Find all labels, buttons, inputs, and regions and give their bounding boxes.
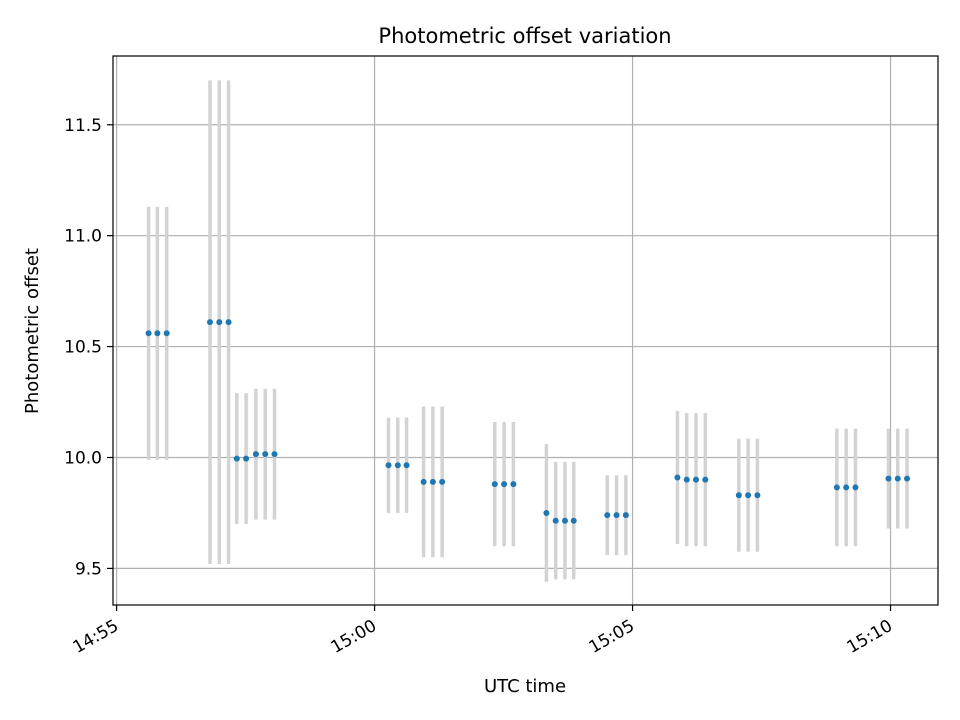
data-point	[491, 481, 498, 488]
data-point	[233, 455, 240, 462]
data-point	[394, 462, 401, 469]
data-point	[225, 319, 232, 326]
data-point	[262, 451, 269, 458]
data-point	[604, 512, 611, 519]
data-point	[243, 455, 250, 462]
x-axis-title: UTC time	[484, 676, 566, 697]
data-point	[561, 517, 568, 524]
data-point	[501, 481, 508, 488]
data-point	[885, 475, 892, 482]
data-point	[552, 517, 559, 524]
data-point	[543, 509, 550, 516]
data-point	[439, 478, 446, 485]
data-point	[904, 475, 911, 482]
data-point	[735, 492, 742, 499]
data-point	[754, 492, 761, 499]
data-point	[429, 478, 436, 485]
y-tick-label: 11.5	[64, 116, 102, 136]
data-point	[385, 462, 392, 469]
y-axis-title: Photometric offset	[22, 248, 43, 414]
data-point	[674, 474, 681, 481]
data-point	[163, 330, 170, 337]
data-point	[702, 476, 709, 483]
chart-title: Photometric offset variation	[378, 24, 671, 48]
data-point	[145, 330, 152, 337]
data-point	[216, 319, 223, 326]
data-point	[252, 451, 259, 458]
y-tick-label: 10.5	[64, 338, 102, 358]
data-point	[843, 484, 850, 491]
y-tick-label: 11.0	[64, 227, 102, 247]
data-point	[894, 475, 901, 482]
data-point	[271, 451, 278, 458]
data-point	[683, 476, 690, 483]
data-point	[510, 481, 517, 488]
data-point	[613, 512, 620, 519]
data-point	[420, 478, 427, 485]
y-tick-label: 10.0	[64, 448, 102, 468]
data-point	[206, 319, 213, 326]
data-point	[693, 476, 700, 483]
data-point	[745, 492, 752, 499]
data-point	[833, 484, 840, 491]
data-point	[570, 517, 577, 524]
plot-frame	[112, 55, 939, 606]
data-point	[403, 462, 410, 469]
data-point	[852, 484, 859, 491]
data-point	[154, 330, 161, 337]
data-point	[622, 512, 629, 519]
y-tick-label: 9.5	[75, 559, 102, 579]
